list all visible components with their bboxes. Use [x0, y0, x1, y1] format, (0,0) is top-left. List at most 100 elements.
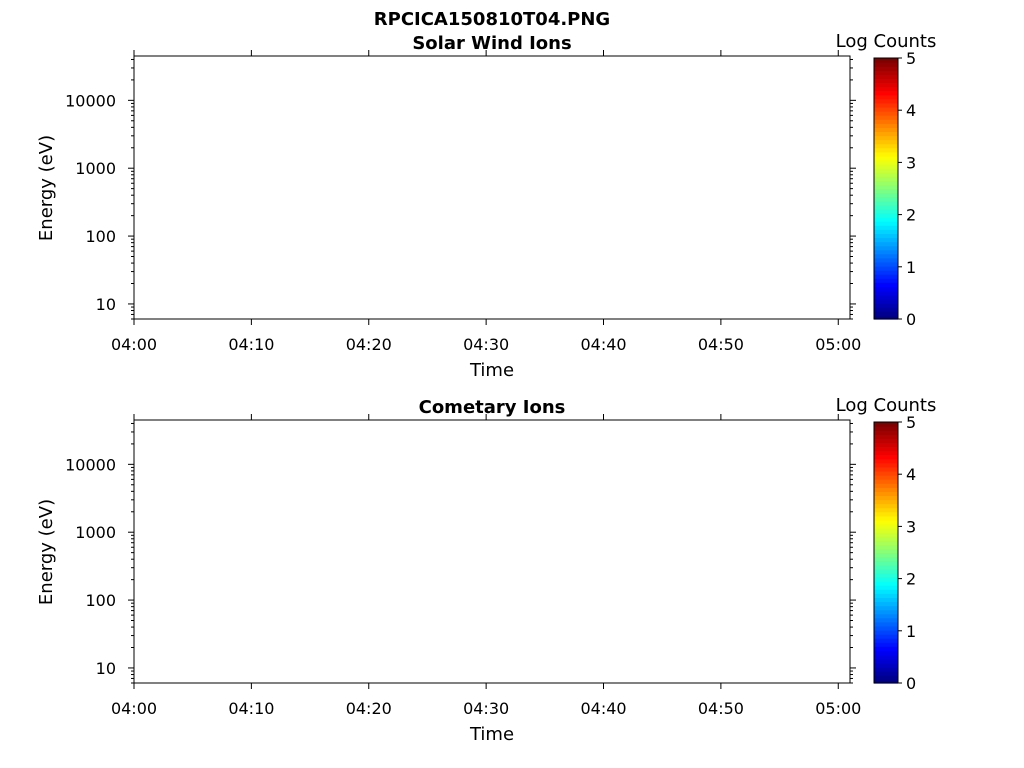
y-tick-label: 10000: [65, 455, 116, 474]
x-tick-label: 04:00: [111, 335, 157, 354]
y-tick-label: 10: [96, 659, 116, 678]
colorbar-segment: [874, 638, 898, 643]
colorbar-segment: [874, 564, 898, 570]
colorbar-segment: [874, 540, 898, 545]
colorbar-segment: [874, 438, 898, 443]
colorbar-tick-label: 1: [906, 622, 916, 641]
colorbar-segment: [874, 192, 898, 198]
colorbar-frame: [873, 57, 899, 320]
colorbar-segment: [874, 491, 898, 497]
colorbar-segment: [874, 314, 898, 320]
colorbar-segment: [874, 159, 898, 165]
colorbar-segment: [874, 634, 898, 639]
x-axis-label-solar-wind: Time: [469, 360, 514, 381]
y-tick-label: 100: [85, 591, 116, 610]
colorbar-segment: [874, 654, 898, 660]
colorbar-segment: [874, 613, 898, 619]
colorbar-segment: [874, 306, 898, 312]
colorbar-tick-label: 3: [906, 153, 916, 172]
x-ticks-cometary: 04:00 04:10 04:20 04:30 04:40 04:50 05:00: [111, 414, 861, 718]
y-ticks-cometary: 10 100 1000 10000: [65, 422, 856, 684]
colorbar-segment: [874, 176, 898, 181]
x-tick-label: 04:50: [698, 699, 744, 718]
colorbar-segment: [874, 585, 898, 590]
colorbar-segment: [874, 66, 898, 71]
colorbar-segment: [874, 581, 898, 586]
y-tick-label: 10: [96, 295, 116, 314]
colorbar-segment: [874, 106, 898, 112]
colorbar-label-solar-wind: Log Counts: [836, 31, 937, 52]
colorbar-segment: [874, 483, 898, 488]
colorbar-segment: [874, 572, 898, 578]
colorbar-segment: [874, 127, 898, 133]
colorbar-tick-label: 4: [906, 465, 916, 484]
colorbar-segment: [874, 597, 898, 603]
colorbar-segment: [874, 290, 898, 296]
colorbar-solar-wind: 0 1 2 3 4 5: [873, 49, 916, 329]
colorbar-segment: [874, 605, 898, 611]
colorbar-segment: [874, 466, 898, 472]
colorbar-segment: [874, 523, 898, 529]
colorbar-segment: [874, 536, 898, 541]
colorbar-segment: [874, 143, 898, 149]
x-tick-label: 04:30: [463, 335, 509, 354]
colorbar-segment: [874, 196, 898, 202]
colorbar-segment: [874, 139, 898, 145]
x-axis-label-cometary: Time: [469, 724, 514, 745]
colorbar-segment: [874, 629, 898, 635]
colorbar-segment: [874, 495, 898, 501]
colorbar-segment: [874, 102, 898, 108]
colorbar-segment: [874, 310, 898, 316]
x-tick-label: 05:00: [815, 335, 861, 354]
colorbar-segment: [874, 90, 898, 96]
colorbar-segment: [874, 446, 898, 452]
colorbar-segment: [874, 503, 898, 509]
colorbar-segment: [874, 253, 898, 259]
colorbar-segment: [874, 233, 898, 239]
colorbar-segment: [874, 298, 898, 304]
colorbar-segment: [874, 426, 898, 431]
colorbar-segment: [874, 519, 898, 525]
x-tick-label: 04:20: [346, 699, 392, 718]
colorbar-segment: [874, 454, 898, 460]
x-tick-label: 04:00: [111, 699, 157, 718]
colorbar-segment: [874, 678, 898, 684]
colorbar-segment: [874, 184, 898, 190]
colorbar-segment: [874, 131, 898, 137]
x-tick-label: 04:40: [580, 699, 626, 718]
colorbar-segment: [874, 621, 898, 627]
y-axis-label-cometary: Energy (eV): [36, 499, 57, 605]
colorbar-segment: [874, 666, 898, 672]
colorbar-segment: [874, 286, 898, 292]
colorbar-segment: [874, 241, 898, 247]
colorbar-segment: [874, 658, 898, 664]
colorbar-segment: [874, 515, 898, 521]
colorbar-segment: [874, 86, 898, 92]
colorbar-segment: [874, 278, 898, 283]
colorbar-segment: [874, 458, 898, 464]
colorbar-segment: [874, 462, 898, 468]
colorbar-segment: [874, 265, 898, 271]
colorbar-segment: [874, 674, 898, 680]
colorbar-segment: [874, 470, 898, 476]
colorbar-segment: [874, 670, 898, 676]
x-tick-label: 04:30: [463, 699, 509, 718]
y-tick-label: 100: [85, 227, 116, 246]
colorbar-segment: [874, 111, 898, 116]
colorbar-tick-label: 3: [906, 517, 916, 536]
colorbar-segment: [874, 74, 898, 79]
colorbar-segment: [874, 82, 898, 88]
colorbar-segment: [874, 442, 898, 448]
colorbar-segment: [874, 70, 898, 75]
y-axis-label-solar-wind: Energy (eV): [36, 135, 57, 241]
colorbar-tick-label: 0: [906, 674, 916, 693]
colorbar-segment: [874, 204, 898, 210]
x-tick-label: 04:50: [698, 335, 744, 354]
x-ticks-solar-wind: 04:00 04:10 04:20 04:30 04:40 04:50 05:00: [111, 50, 861, 354]
colorbar-segment: [874, 422, 898, 427]
colorbar-segment: [874, 229, 898, 234]
axes-frame-solar-wind: [133, 55, 851, 320]
panel-title-cometary: Cometary Ions: [419, 397, 566, 418]
